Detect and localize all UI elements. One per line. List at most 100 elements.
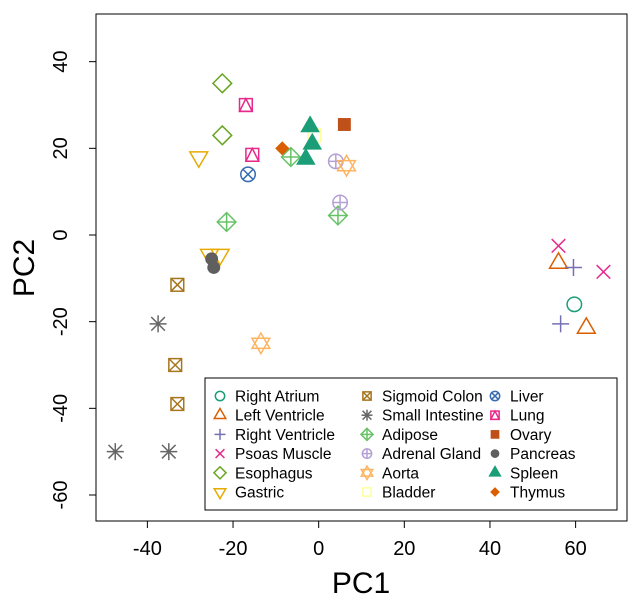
data-point xyxy=(302,132,323,150)
legend-entry: Left Ventricle xyxy=(212,407,325,425)
data-point xyxy=(170,396,185,412)
legend-entry: Spleen xyxy=(488,465,558,482)
legend-entry: Esophagus xyxy=(212,465,313,482)
data-point xyxy=(564,259,582,276)
legend-label: Aorta xyxy=(382,465,419,482)
legend-label: Liver xyxy=(510,389,544,406)
legend-marker xyxy=(212,487,228,501)
y-tick-label: 20 xyxy=(50,137,72,159)
legend-marker xyxy=(212,407,228,420)
data-point xyxy=(207,261,221,274)
data-point xyxy=(548,251,569,270)
data-point xyxy=(240,166,256,183)
data-point xyxy=(275,141,290,156)
legend-marker xyxy=(489,409,501,421)
legend-label: Sigmoid Colon xyxy=(382,389,483,406)
legend-entry: Psoas Muscle xyxy=(215,446,331,463)
legend-entry: Small Intestine xyxy=(361,408,484,425)
data-point xyxy=(250,331,272,356)
legend-marker xyxy=(490,487,500,497)
y-tick-label: -20 xyxy=(50,307,72,336)
data-point xyxy=(211,72,233,94)
legend-label: Bladder xyxy=(382,485,435,502)
plot-area xyxy=(106,72,611,461)
data-point xyxy=(551,238,566,254)
legend-label: Right Atrium xyxy=(235,389,319,406)
legend-marker xyxy=(362,391,372,401)
legend-entry: Ovary xyxy=(490,427,552,444)
data-point xyxy=(296,147,316,165)
legend-entry: Bladder xyxy=(362,485,435,502)
legend-entry: Liver xyxy=(489,389,544,406)
legend-marker xyxy=(215,448,225,459)
data-point xyxy=(336,153,357,178)
data-point xyxy=(170,277,185,292)
data-point xyxy=(149,315,167,333)
legend-entry: Aorta xyxy=(359,464,419,482)
legend-marker xyxy=(488,465,502,477)
data-point xyxy=(216,211,238,233)
legend-entry: Thymus xyxy=(490,485,565,502)
legend-marker xyxy=(361,409,373,421)
legend-label: Adipose xyxy=(382,427,438,444)
legend-label: Esophagus xyxy=(235,465,313,482)
legend-entry: Right Ventricle xyxy=(214,427,335,444)
data-point xyxy=(160,443,178,461)
legend-label: Spleen xyxy=(510,465,558,482)
legend-label: Ovary xyxy=(510,427,552,444)
data-point xyxy=(188,151,210,169)
x-tick-label: -40 xyxy=(133,538,162,560)
legend-marker xyxy=(359,427,375,442)
y-tick-label: -60 xyxy=(50,481,72,510)
x-tick-label: 20 xyxy=(393,538,415,560)
plot-frame xyxy=(95,13,628,522)
y-tick-label: 0 xyxy=(50,229,72,240)
data-point xyxy=(566,296,583,313)
legend-entry: Adipose xyxy=(359,427,438,444)
data-point xyxy=(337,118,351,131)
legend-marker xyxy=(361,448,373,460)
legend-entry: Lung xyxy=(489,408,544,425)
data-point xyxy=(211,124,233,146)
axes: -40 -20 0 20 40 60 -60 -40 -20 0 20 40 xyxy=(50,13,628,560)
legend-marker xyxy=(214,390,226,402)
legend-entry: Adrenal Gland xyxy=(361,446,481,463)
legend-label: Gastric xyxy=(235,485,284,502)
legend-label: Small Intestine xyxy=(382,408,484,425)
data-point xyxy=(244,146,260,162)
legend-entry: Pancreas xyxy=(490,446,576,463)
legend-label: Left Ventricle xyxy=(235,408,325,425)
legend-marker xyxy=(212,465,228,480)
legend: Right Atrium Left Ventricle Right Ventricl… xyxy=(204,377,618,511)
data-point xyxy=(552,315,570,333)
legend-entry: Right Atrium xyxy=(214,389,319,406)
legend-marker xyxy=(362,487,372,497)
data-point xyxy=(576,316,597,335)
legend-marker xyxy=(359,464,375,481)
data-point xyxy=(332,194,349,211)
legend-marker xyxy=(490,430,500,439)
data-point xyxy=(596,264,611,280)
legend-entry: Sigmoid Colon xyxy=(362,389,483,406)
legend-label: Pancreas xyxy=(510,446,576,463)
legend-label: Right Ventricle xyxy=(235,427,335,444)
x-tick-label: -20 xyxy=(219,538,248,560)
legend-label: Psoas Muscle xyxy=(235,446,331,463)
data-point xyxy=(106,443,124,461)
y-tick-label: -40 xyxy=(50,394,72,423)
x-tick-label: 0 xyxy=(313,538,324,560)
y-axis-title: PC2 xyxy=(8,239,41,297)
x-axis-title: PC1 xyxy=(332,567,390,600)
legend-label: Lung xyxy=(510,408,544,425)
legend-label: Adrenal Gland xyxy=(382,446,481,463)
x-tick-label: 60 xyxy=(564,538,586,560)
legend-marker xyxy=(214,428,226,440)
x-tick-label: 40 xyxy=(479,538,501,560)
data-point xyxy=(168,357,183,373)
y-tick-label: 40 xyxy=(50,51,72,73)
data-point xyxy=(300,115,320,133)
data-point xyxy=(280,146,302,168)
legend-box xyxy=(204,377,618,511)
legend-marker xyxy=(490,449,500,458)
legend-label: Thymus xyxy=(510,485,565,502)
